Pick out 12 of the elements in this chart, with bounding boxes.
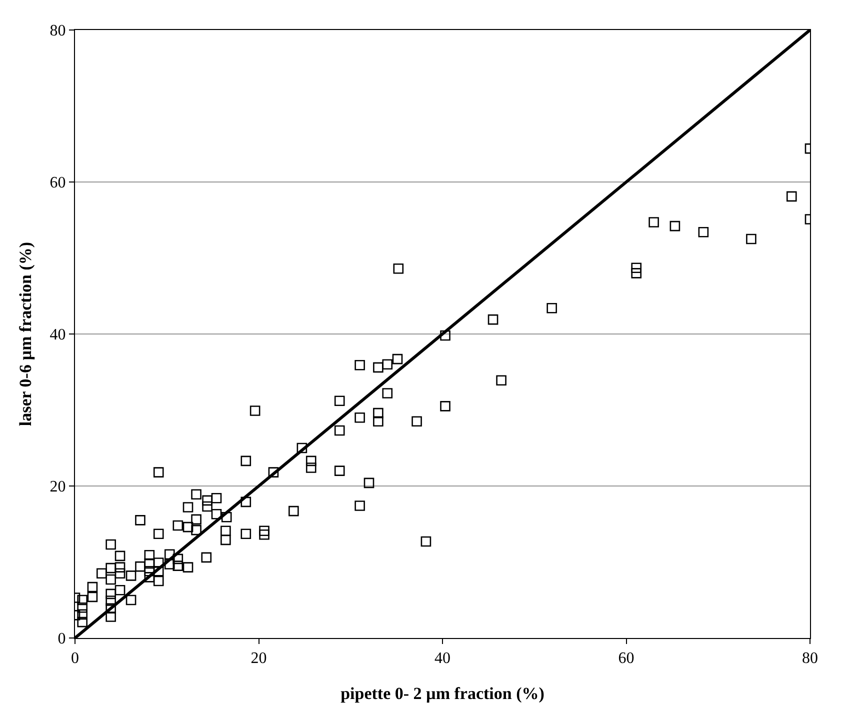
y-tick-label: 20 — [50, 478, 66, 496]
x-tick-label: 20 — [250, 650, 267, 668]
x-tick-label: 40 — [434, 650, 450, 668]
y-axis-title: laser 0-6 µm fraction (%) — [16, 242, 35, 426]
x-tick-label: 0 — [71, 650, 79, 668]
y-tick-label: 80 — [50, 22, 66, 40]
y-tick-label: 0 — [58, 630, 66, 648]
x-tick-label: 80 — [802, 650, 818, 668]
y-tick-label: 60 — [50, 174, 66, 192]
x-axis-title: pipette 0- 2 µm fraction (%) — [340, 684, 544, 703]
x-tick-label: 60 — [618, 650, 634, 668]
y-tick-label: 40 — [50, 326, 66, 344]
